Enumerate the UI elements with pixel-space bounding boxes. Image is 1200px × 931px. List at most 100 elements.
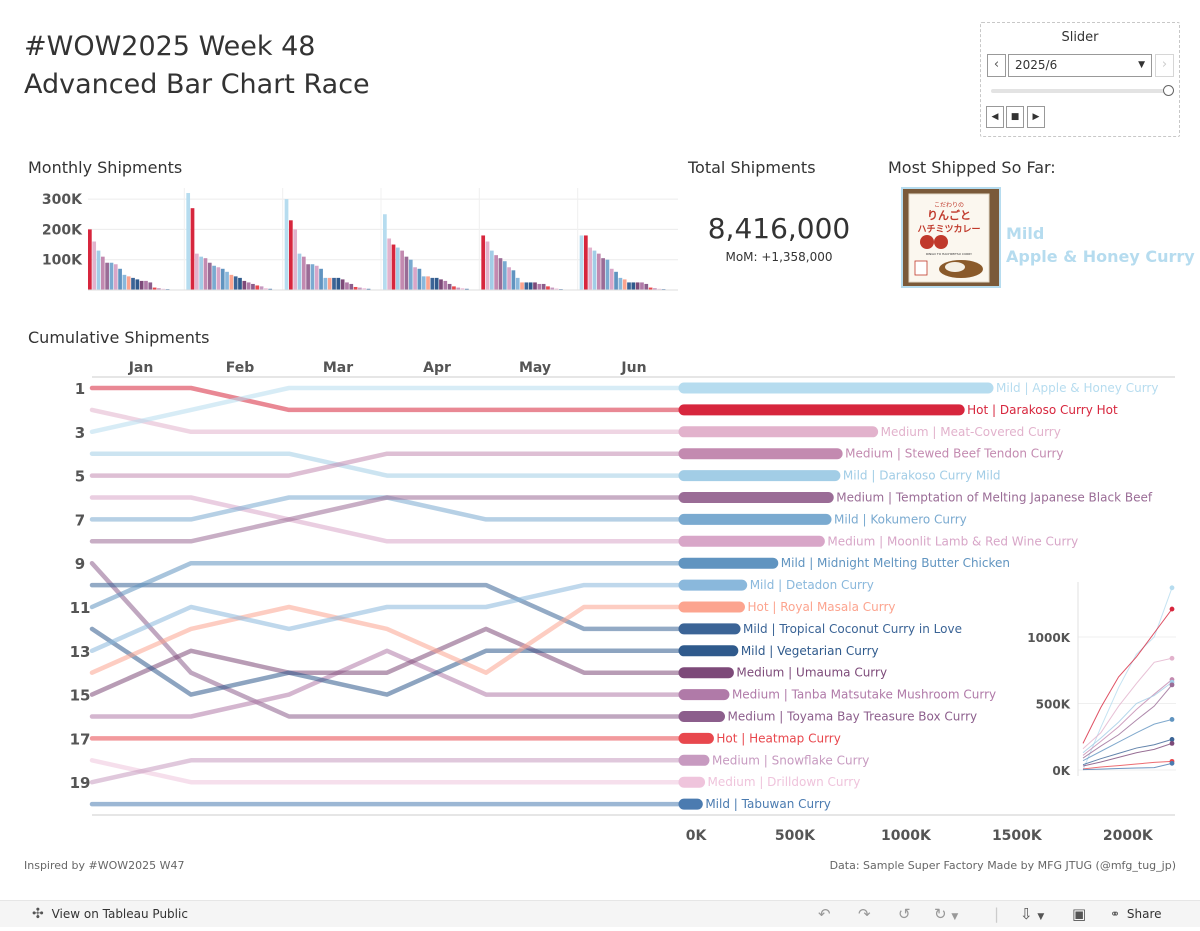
monthly-bar	[404, 256, 409, 290]
monthly-bar	[190, 208, 195, 290]
month-header-label: Jan	[128, 360, 154, 376]
month-header-label: Apr	[423, 360, 451, 376]
stop-button[interactable]: ■	[1006, 106, 1024, 128]
rank-label: 19	[70, 774, 91, 792]
tableau-logo-icon: ✣	[32, 906, 44, 922]
month-header-label: Mar	[323, 360, 353, 376]
share-button[interactable]: ⚭ Share	[1110, 901, 1162, 928]
monthly-bar	[391, 244, 396, 290]
bump-line	[89, 385, 683, 413]
play-forward-icon: ▶	[1032, 112, 1040, 122]
monthly-bar	[284, 199, 289, 290]
monthly-bar	[439, 279, 443, 290]
stop-icon: ■	[1010, 112, 1020, 122]
race-bar-label: Hot | Royal Masala Curry	[747, 600, 895, 614]
monthly-bar	[413, 267, 417, 290]
monthly-bar	[242, 280, 247, 290]
monthly-bar	[314, 265, 319, 290]
view-on-tableau-button[interactable]: ✣ View on Tableau Public	[32, 901, 188, 928]
rank-label: 3	[75, 424, 85, 442]
total-shipments-value: 8,416,000	[707, 212, 851, 245]
monthly-bar	[88, 229, 92, 290]
product-image-text-2: りんごと	[927, 208, 971, 222]
download-icon[interactable]: ⇩ ▼	[1020, 905, 1045, 923]
sparkline-end-point	[1169, 682, 1175, 688]
monthly-bar	[259, 286, 264, 290]
monthly-bar	[194, 253, 199, 290]
monthly-bar	[340, 279, 345, 290]
bump-line	[89, 560, 683, 610]
sparkline-end-point	[1169, 741, 1175, 746]
monthly-bar	[622, 279, 627, 290]
fullscreen-icon[interactable]: ▣	[1072, 905, 1087, 923]
race-bar-label: Medium | Toyama Bay Treasure Box Curry	[728, 710, 978, 724]
bump-line	[89, 758, 683, 785]
sparkline-end-point	[1169, 585, 1175, 591]
monthly-bar	[400, 250, 404, 290]
monthly-bar	[152, 287, 157, 290]
monthly-bar-chart: 100K 200K 300K	[42, 188, 678, 291]
monthly-bar	[524, 282, 529, 290]
slider-track[interactable]	[991, 89, 1169, 93]
monthly-bar	[657, 288, 662, 290]
monthly-ytick-label: 300K	[42, 192, 83, 208]
refresh-icon[interactable]: ↻ ▼	[934, 905, 959, 923]
monthly-bar	[635, 282, 640, 290]
bump-line	[89, 495, 683, 522]
monthly-bar	[426, 276, 430, 290]
sparkline-series	[1082, 587, 1173, 771]
slider-thumb[interactable]	[1163, 85, 1174, 96]
sparkline-series	[1082, 762, 1173, 771]
monthly-bar	[387, 238, 392, 290]
rank-label: 17	[70, 730, 91, 748]
redo-icon[interactable]: ↷	[858, 905, 871, 923]
monthly-bar	[502, 261, 507, 290]
rank-label: 11	[70, 599, 91, 617]
monthly-bar	[229, 274, 234, 290]
monthly-bar	[614, 271, 618, 290]
month-select[interactable]: 2025/6 ▼	[1008, 54, 1152, 77]
monthly-bar	[627, 282, 631, 290]
race-bar-label: Medium | Stewed Beef Tendon Curry	[845, 447, 1063, 461]
sparkline-series	[1082, 684, 1173, 759]
monthly-bar	[332, 277, 336, 290]
race-bar-label: Hot | Darakoso Curry Hot	[967, 403, 1118, 417]
monthly-bar	[362, 288, 367, 290]
race-bar-label: Medium | Moonlit Lamb & Red Wine Curry	[827, 534, 1078, 548]
tableau-toolbar: ✣ View on Tableau Public ↶ ↷ ↺ ↻ ▼ | ⇩ ▼…	[0, 900, 1200, 927]
monthly-bar	[447, 283, 452, 290]
play-back-button[interactable]: ◀	[986, 106, 1004, 128]
monthly-bar	[541, 283, 546, 290]
slider-prev-button[interactable]: ‹	[987, 54, 1006, 77]
monthly-bar	[583, 235, 588, 290]
chevron-right-icon: ›	[1161, 57, 1168, 72]
monthly-bar	[579, 235, 584, 290]
monthly-bar	[157, 288, 161, 290]
race-bar-label: Medium | Meat-Covered Curry	[881, 425, 1061, 439]
monthly-bar	[96, 250, 101, 290]
monthly-bar	[131, 277, 135, 290]
total-shipments-title: Total Shipments	[688, 158, 816, 177]
sparkline-series	[1082, 657, 1173, 750]
monthly-bar	[293, 229, 298, 290]
share-label: Share	[1126, 907, 1162, 921]
caret-down-icon: ▼	[1138, 60, 1145, 70]
most-shipped-name: Mild Apple & Honey Curry	[1006, 222, 1195, 268]
bump-line	[89, 626, 683, 697]
play-back-icon: ◀	[991, 112, 999, 122]
monthly-bar	[327, 277, 332, 290]
x-tick-label: 1500K	[992, 828, 1043, 844]
monthly-bar	[161, 288, 166, 290]
bump-line	[89, 451, 683, 478]
monthly-bar	[233, 276, 238, 290]
play-forward-button[interactable]: ▶	[1027, 106, 1045, 128]
revert-icon[interactable]: ↺	[898, 905, 911, 923]
title-line-2: Advanced Bar Chart Race	[24, 69, 370, 100]
monthly-bar	[203, 258, 208, 290]
mom-change: MoM: +1,358,000	[725, 250, 833, 264]
monthly-ytick-label: 100K	[42, 253, 83, 269]
slider-next-button[interactable]: ›	[1155, 54, 1174, 77]
undo-icon[interactable]: ↶	[818, 905, 831, 923]
title-line-1: #WOW2025 Week 48	[24, 31, 316, 62]
